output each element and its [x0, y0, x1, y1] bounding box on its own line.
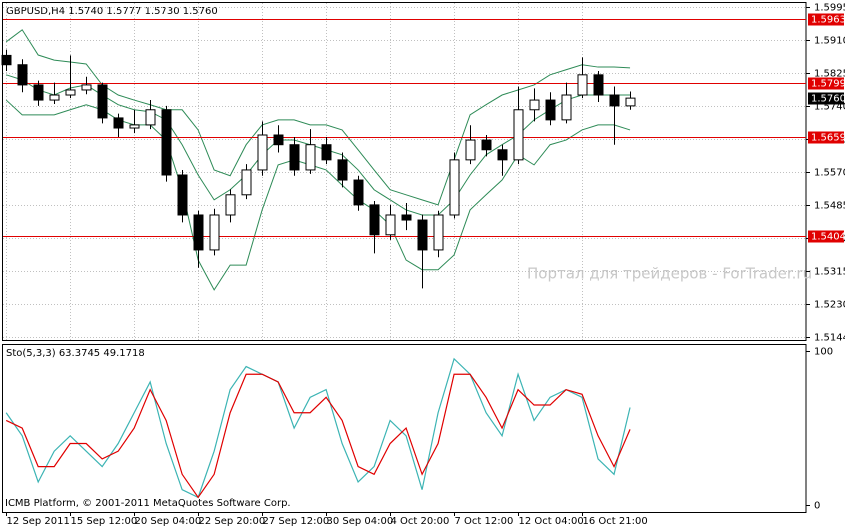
candle-body [321, 144, 332, 161]
y-tick-label: 1.5570 [814, 168, 845, 179]
candle-body [433, 214, 444, 251]
y-tick-label: 0 [814, 501, 820, 512]
candle-body [129, 124, 140, 129]
candle-body [225, 194, 236, 216]
candle-body [449, 159, 460, 216]
x-tick-label: 12 Sep 2011 [7, 516, 70, 527]
y-tick-label: 100 [814, 347, 833, 358]
y-tick-label: 1.5825 [814, 69, 845, 80]
candle-body [353, 179, 364, 206]
candle-body [305, 144, 316, 171]
candle-body [65, 89, 76, 96]
level-label-bg [808, 77, 844, 90]
x-tick-label: 7 Oct 12:00 [455, 516, 514, 527]
level-label: 1.5799 [811, 79, 845, 90]
footer: ICMB Platform, © 2001-2011 MetaQuotes So… [5, 498, 291, 509]
candle-body [545, 99, 556, 121]
y-tick-label: 1.5144 [814, 333, 845, 344]
y-tick-label: 1.5230 [814, 300, 845, 311]
candle-body [17, 64, 28, 86]
level-label: 1.5404 [811, 232, 845, 243]
candle-body [577, 74, 588, 96]
x-tick-label: 12 Oct 04:00 [519, 516, 584, 527]
candle-body [49, 94, 60, 101]
level-label-bg [808, 13, 844, 26]
candle-body [33, 84, 44, 101]
x-tick-label: 20 Sep 04:00 [135, 516, 202, 527]
candle-body [625, 97, 636, 107]
level-label: 1.5659 [811, 133, 845, 144]
candle-body [177, 174, 188, 216]
level-label-bg [808, 230, 844, 243]
candle-body [257, 134, 268, 171]
watermark: Портал для трейдеров - ForTrader.ru [527, 265, 812, 283]
candle-body [289, 144, 300, 171]
stoch-line [5, 373, 631, 499]
y-tick-label: 1.5740 [814, 102, 845, 113]
candle-body [561, 94, 572, 121]
candle-body [81, 84, 92, 91]
candle-body [337, 159, 348, 181]
candle-body [401, 214, 412, 221]
candle-body [513, 109, 524, 161]
candle-body [97, 84, 108, 119]
x-tick-label: 22 Sep 20:00 [199, 516, 266, 527]
band-line [5, 99, 631, 291]
candle-body [481, 139, 492, 151]
y-tick-label: 1.5485 [814, 201, 845, 212]
band-line [6, 74, 631, 216]
y-tick-label: 1.5315 [814, 267, 845, 278]
level-label-bg [808, 131, 844, 144]
band-line [5, 29, 631, 206]
x-tick-label: 30 Sep 04:00 [327, 516, 394, 527]
candle-body [465, 139, 476, 161]
level-label: 1.5963 [811, 15, 845, 26]
price-panel [2, 2, 807, 341]
candle-body [113, 117, 124, 129]
candle-body [417, 219, 428, 251]
stoch-header: Sto(5,3,3) 63.3745 49.1718 [6, 348, 145, 359]
candle-body [161, 109, 172, 176]
candle-body [497, 149, 508, 161]
candle-body [273, 134, 284, 146]
stoch-panel [2, 344, 807, 513]
y-tick-label: 1.5995 [814, 3, 845, 14]
candle-body [145, 109, 156, 126]
candle-body [209, 214, 220, 251]
y-tick-label: 1.5910 [814, 36, 845, 47]
price-label-bg [808, 92, 844, 105]
candle-body [193, 214, 204, 251]
x-tick-label: 4 Oct 20:00 [391, 516, 450, 527]
price-label: 1.5760 [811, 94, 845, 105]
candle-body [1, 54, 12, 66]
x-tick-label: 27 Sep 12:00 [263, 516, 330, 527]
x-tick-label: 16 Oct 21:00 [583, 516, 648, 527]
candle-body [241, 169, 252, 196]
candle-body [369, 204, 380, 236]
price-header: GBPUSD,H4 1.5740 1.5777 1.5730 1.5760 [6, 6, 218, 17]
candle-body [609, 94, 620, 107]
candle-body [385, 214, 396, 236]
x-tick-label: 15 Sep 12:00 [71, 516, 138, 527]
candle-body [593, 74, 604, 96]
candle-body [529, 99, 540, 111]
